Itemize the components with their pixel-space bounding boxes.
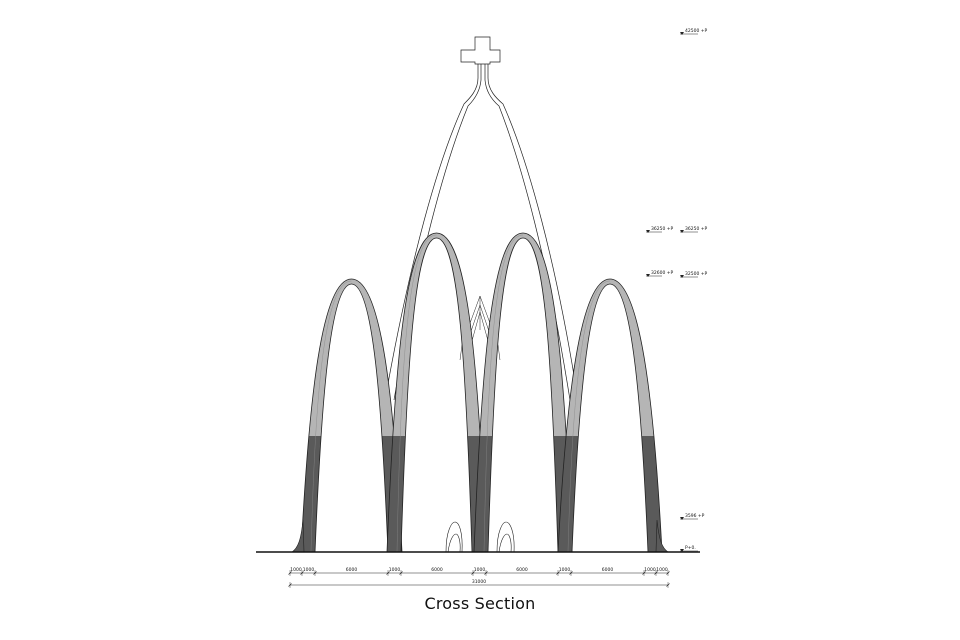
level-marker: 3596 +P: [680, 513, 705, 520]
level-marker-icon: [680, 549, 684, 552]
interior-openings: [445, 521, 515, 553]
cross-icon: [460, 36, 501, 65]
level-label: 36250 +P: [651, 226, 674, 232]
level-label: 32600 +P: [651, 270, 674, 276]
levels-left: 36250 +P 32600 +P: [646, 226, 674, 277]
arch: [300, 278, 403, 553]
arch: [386, 232, 487, 553]
arch-upper: [392, 232, 481, 436]
level-marker-icon: [680, 32, 684, 35]
dim-label: 1000: [474, 567, 486, 573]
dim-label: 1000: [656, 567, 668, 573]
level-label: P+0.: [685, 545, 696, 551]
level-marker-icon: [680, 275, 684, 278]
dim-label: 1000: [303, 567, 315, 573]
level-marker-icon: [680, 517, 684, 520]
arch-inner-line: [483, 234, 524, 553]
level-marker: 36250 +P: [646, 226, 674, 233]
arch-upper: [479, 232, 567, 436]
dim-label: 1000: [290, 567, 302, 573]
dim-label: 1000: [559, 567, 571, 573]
arch-upper: [308, 278, 395, 436]
level-marker-icon: [680, 230, 684, 233]
level-label: 3596 +P: [685, 513, 705, 519]
arch-inner-line: [567, 280, 611, 553]
level-marker: 32500 +P: [680, 271, 708, 278]
dim-label: 6000: [602, 567, 614, 573]
level-marker-icon: [646, 230, 650, 233]
level-marker: 42500 +P: [680, 28, 708, 35]
level-label: 32500 +P: [685, 271, 708, 277]
dim-label: 6000: [516, 567, 528, 573]
dim-total-label: 31000: [472, 579, 486, 585]
level-marker: 36250 +P: [680, 226, 708, 233]
level-marker-icon: [646, 274, 650, 277]
arch-inner-line: [396, 234, 437, 553]
arch-upper: [565, 278, 655, 436]
dim-label: 6000: [431, 567, 443, 573]
arch: [473, 232, 573, 553]
level-label: 42500 +P: [685, 28, 708, 34]
dimension-lines: 1000 1000 6000 1000 6000 1000 6000 1000 6000 1000…: [288, 567, 670, 588]
level-label: 36250 +P: [685, 226, 708, 232]
dim-label: 1000: [389, 567, 401, 573]
drawing-title: Cross Section: [424, 594, 536, 613]
level-marker: 32600 +P: [646, 270, 674, 277]
arches: [291, 232, 669, 553]
arch-feet: [291, 519, 669, 553]
dim-label: 1000: [644, 567, 656, 573]
dim-label: 6000: [346, 567, 358, 573]
arch: [557, 278, 663, 553]
levels-right: 42500 +P 36250 +P 32500 +P 3596 +P P+0.: [680, 28, 708, 552]
arch-inner-line: [310, 280, 352, 553]
level-marker: P+0.: [680, 545, 698, 552]
